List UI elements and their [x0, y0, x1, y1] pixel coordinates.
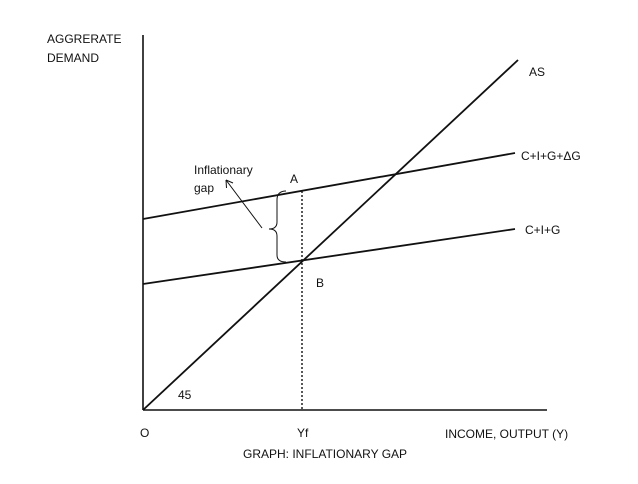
angle-label: 45	[178, 388, 192, 402]
yf-label: Yf	[297, 426, 309, 440]
as-label: AS	[529, 65, 545, 79]
gap-annotation-line-2: gap	[194, 181, 214, 195]
diagram-title: GRAPH: INFLATIONARY GAP	[243, 447, 407, 461]
as-line	[142, 59, 519, 411]
ad-high-line	[142, 152, 516, 220]
gap-arrow	[225, 179, 263, 229]
gap-arrow-head	[225, 179, 234, 189]
origin-label: O	[140, 426, 149, 440]
ad-low-line	[142, 228, 516, 285]
ad-high-label: C+I+G+ΔG	[521, 149, 581, 163]
ad-low-label: C+I+G	[525, 223, 560, 237]
gap-annotation-line-1: Inflationary	[194, 163, 253, 177]
gap-brace	[268, 190, 287, 263]
y-axis-label-line-1: AGGRERATE	[47, 32, 121, 46]
x-axis-label: INCOME, OUTPUT (Y)	[445, 427, 568, 441]
y-axis-label-line-2: DEMAND	[47, 51, 99, 65]
point-a-label: A	[290, 172, 298, 186]
point-b-label: B	[316, 276, 324, 290]
